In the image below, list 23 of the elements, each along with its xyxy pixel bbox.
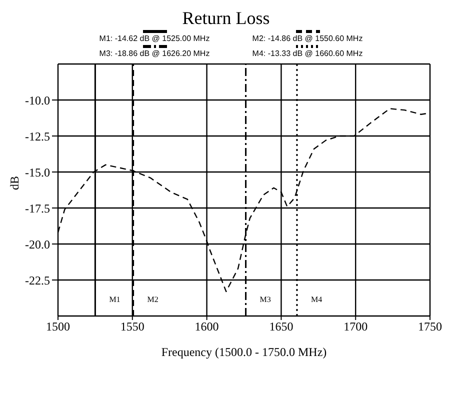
y-tick-label: -22.5: [25, 273, 50, 288]
x-tick-label: 1650: [269, 320, 294, 334]
x-tick-label: 1550: [120, 320, 144, 334]
x-tick-label: 1600: [194, 320, 219, 334]
ref-line-label: M4: [310, 295, 322, 304]
x-tick-label: 1750: [418, 320, 442, 334]
x-axis-title: Frequency (1500.0 - 1750.0 MHz): [161, 345, 327, 359]
text: M2: -14.86 dB @ 1550.60 MHz: [252, 34, 363, 43]
text: M1: -14.62 dB @ 1525.00 MHz: [99, 34, 210, 43]
y-tick-label: -15.0: [25, 165, 50, 180]
y-tick-label: -12.5: [25, 129, 50, 144]
ref-line-label: M2: [147, 295, 158, 304]
y-tick-label: -20.0: [25, 237, 50, 252]
y-tick-label: -17.5: [25, 201, 50, 216]
x-tick-label: 1500: [46, 320, 70, 334]
y-tick-label: -10.0: [25, 93, 50, 108]
x-tick-label: 1700: [344, 320, 368, 334]
text: M3: -18.86 dB @ 1626.20 MHz: [99, 49, 210, 58]
chart-title: Return Loss: [181, 8, 271, 29]
y-axis-title: dB: [7, 176, 22, 190]
ref-line-label: M3: [260, 295, 271, 304]
text: M4: -13.33 dB @ 1660.60 MHz: [252, 49, 363, 58]
ref-line-label: M1: [109, 295, 120, 304]
